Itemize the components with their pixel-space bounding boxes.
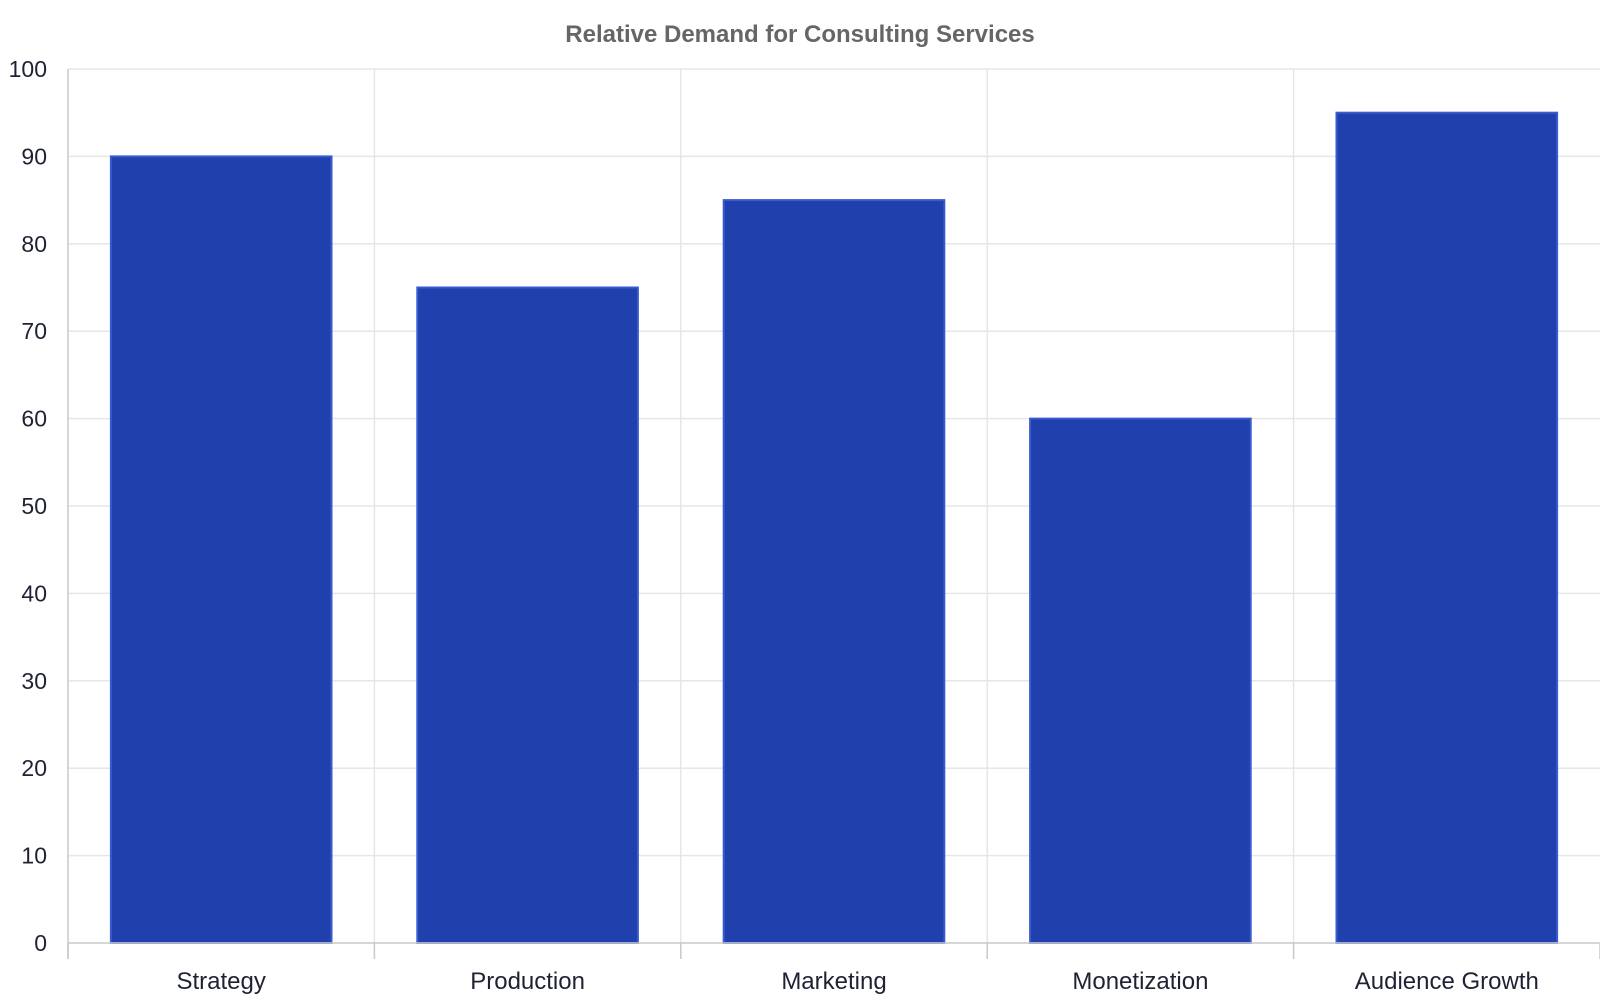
y-tick-label: 60 [21,406,47,432]
y-tick-label: 40 [21,580,47,606]
x-tick-label: Audience Growth [1355,968,1539,995]
bar-audience-growth[interactable] [1335,111,1559,944]
y-tick-label: 100 [9,56,47,82]
chart-title: Relative Demand for Consulting Services [565,21,1034,48]
y-tick-label: 90 [21,143,47,169]
y-tick-label: 0 [34,930,47,956]
x-tick-label: Production [470,968,585,995]
bars [109,111,1559,945]
y-tick-label: 50 [21,493,47,519]
y-tick-label: 20 [21,755,47,781]
y-tick-label: 80 [21,231,47,257]
x-tick-label: Strategy [177,968,266,995]
bar-strategy[interactable] [109,155,333,944]
labels: 0 10 20 30 40 50 60 70 80 90 100 Strategy Production… [9,56,1539,995]
y-tick-label: 30 [21,668,47,694]
x-tick-label: Marketing [781,968,886,995]
y-tick-label: 10 [21,843,47,869]
x-tick-label: Monetization [1072,968,1208,995]
bar-monetization[interactable] [1029,417,1252,945]
axes [67,69,1600,959]
bar-production[interactable] [416,286,639,944]
bar-marketing[interactable] [722,199,946,945]
y-tick-label: 70 [21,318,47,344]
